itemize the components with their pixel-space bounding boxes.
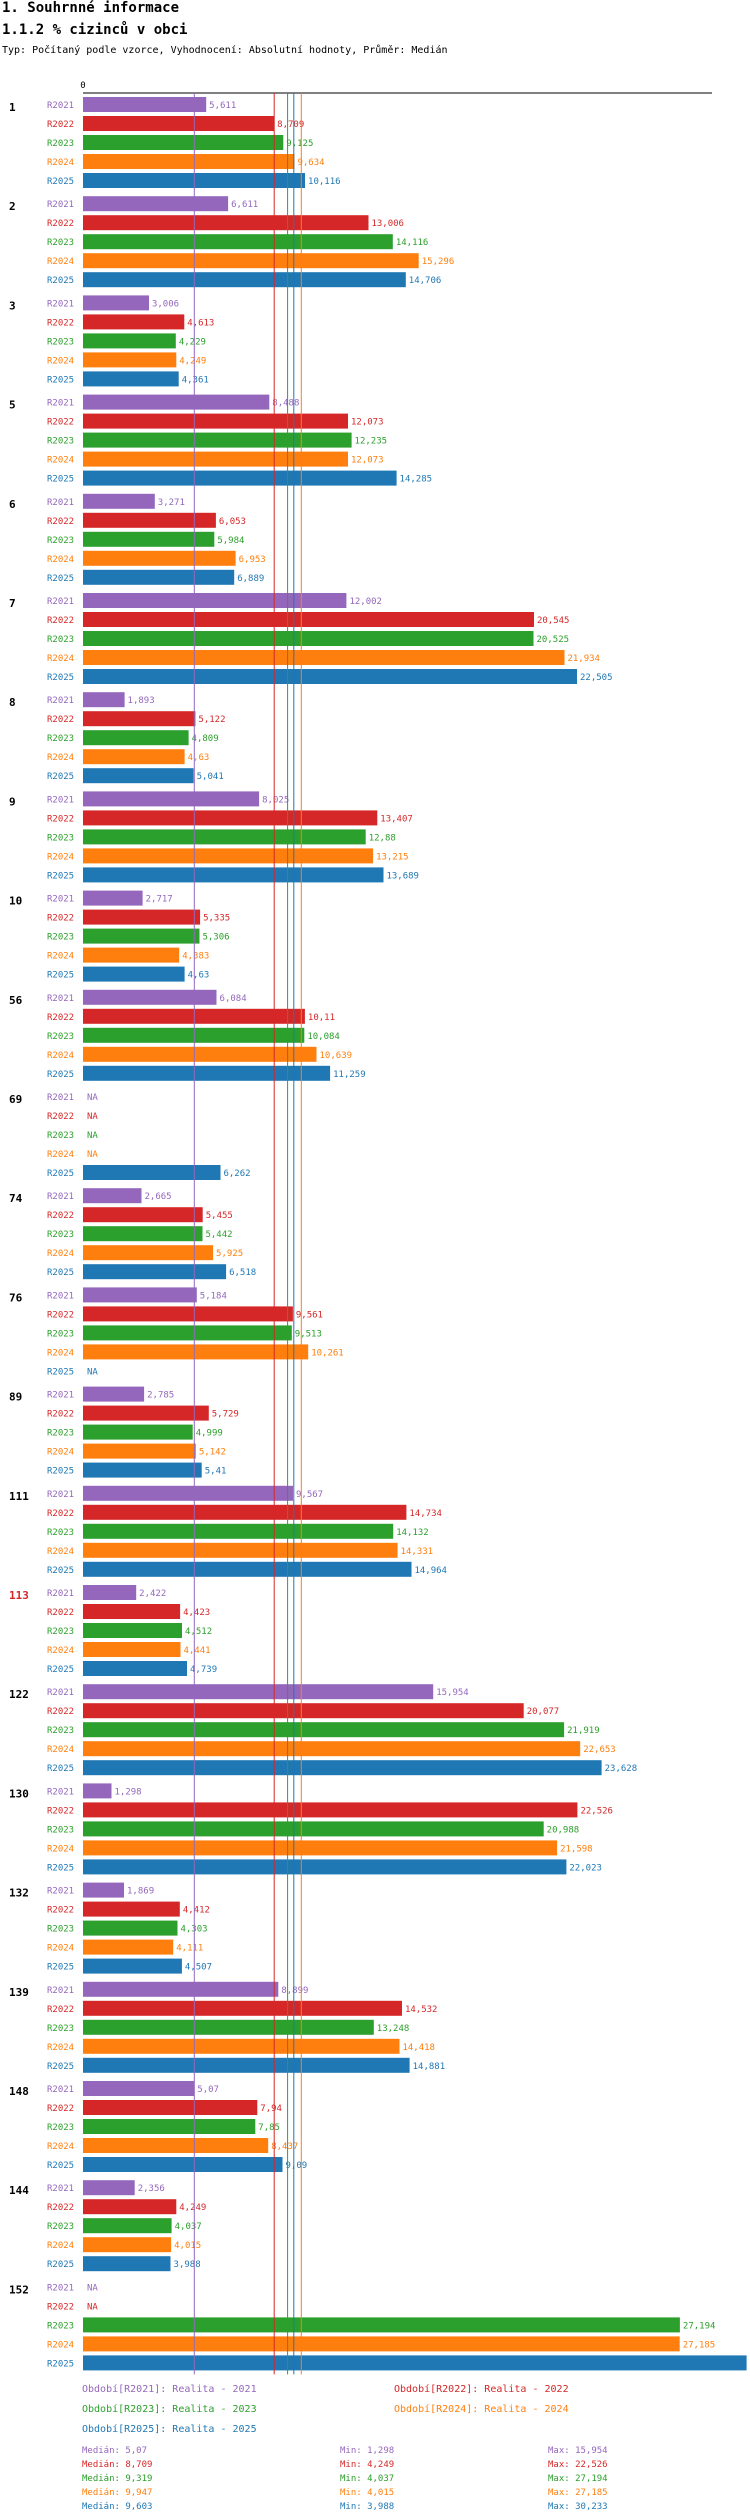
stat-median: Medián: 9,319 [82, 2474, 152, 2484]
stat-median: Medián: 8,709 [82, 2460, 152, 2470]
stat-max: Max: 27,185 [548, 2488, 608, 2498]
legend-entry: Období[R2023]: Realita - 2023 [82, 2404, 257, 2415]
legend-entry: Období[R2025]: Realita - 2025 [82, 2424, 257, 2435]
stat-median: Medián: 5,07 [82, 2446, 147, 2456]
stat-max: Max: 27,194 [548, 2474, 608, 2484]
stat-min: Min: 4,249 [340, 2460, 394, 2470]
stat-max: Max: 30,233 [548, 2502, 608, 2512]
stat-min: Min: 4,037 [340, 2474, 394, 2484]
stat-median: Medián: 9,603 [82, 2502, 152, 2512]
stat-max: Max: 15,954 [548, 2446, 608, 2456]
stat-min: Min: 4,015 [340, 2488, 394, 2498]
legend-entry: Období[R2024]: Realita - 2024 [394, 2404, 569, 2415]
stat-min: Min: 1,298 [340, 2446, 394, 2456]
stat-min: Min: 3,988 [340, 2502, 394, 2512]
legend-entry: Období[R2021]: Realita - 2021 [82, 2384, 257, 2395]
stat-max: Max: 22,526 [548, 2460, 608, 2470]
stat-median: Medián: 9,947 [82, 2488, 152, 2498]
legend-entry: Období[R2022]: Realita - 2022 [394, 2384, 569, 2395]
